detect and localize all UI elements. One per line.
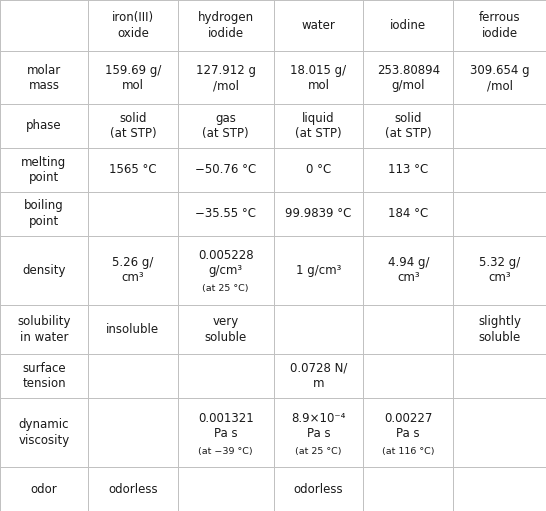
Text: 309.654 g
/mol: 309.654 g /mol bbox=[470, 63, 530, 92]
Text: 113 °C: 113 °C bbox=[388, 164, 429, 176]
Text: 253.80894
g/mol: 253.80894 g/mol bbox=[377, 63, 440, 92]
Text: 18.015 g/
mol: 18.015 g/ mol bbox=[290, 63, 347, 92]
Text: 0.001321
Pa s: 0.001321 Pa s bbox=[198, 411, 253, 440]
Text: (at −39 °C): (at −39 °C) bbox=[198, 447, 253, 456]
Text: surface
tension: surface tension bbox=[22, 362, 66, 390]
Text: 1565 °C: 1565 °C bbox=[109, 164, 157, 176]
Text: solubility
in water: solubility in water bbox=[17, 315, 71, 344]
Text: solid
(at STP): solid (at STP) bbox=[110, 112, 156, 140]
Text: 127.912 g
/mol: 127.912 g /mol bbox=[195, 63, 256, 92]
Text: odorless: odorless bbox=[108, 482, 158, 496]
Text: molar
mass: molar mass bbox=[27, 63, 61, 92]
Text: (at 116 °C): (at 116 °C) bbox=[382, 447, 435, 456]
Text: very
soluble: very soluble bbox=[205, 315, 247, 344]
Text: 5.32 g/
cm³: 5.32 g/ cm³ bbox=[479, 256, 520, 284]
Text: phase: phase bbox=[26, 120, 62, 132]
Text: density: density bbox=[22, 264, 66, 276]
Text: 0 °C: 0 °C bbox=[306, 164, 331, 176]
Text: iron(III)
oxide: iron(III) oxide bbox=[112, 11, 154, 40]
Text: 5.26 g/
cm³: 5.26 g/ cm³ bbox=[112, 256, 153, 284]
Text: 0.005228
g/cm³: 0.005228 g/cm³ bbox=[198, 249, 253, 277]
Text: insoluble: insoluble bbox=[106, 323, 159, 336]
Text: 0.00227
Pa s: 0.00227 Pa s bbox=[384, 411, 432, 440]
Text: 159.69 g/
mol: 159.69 g/ mol bbox=[105, 63, 161, 92]
Text: (at 25 °C): (at 25 °C) bbox=[203, 284, 249, 293]
Text: (at 25 °C): (at 25 °C) bbox=[295, 447, 342, 456]
Text: dynamic
viscosity: dynamic viscosity bbox=[19, 419, 69, 447]
Text: 184 °C: 184 °C bbox=[388, 207, 429, 220]
Text: gas
(at STP): gas (at STP) bbox=[203, 112, 249, 140]
Text: −35.55 °C: −35.55 °C bbox=[195, 207, 256, 220]
Text: 1 g/cm³: 1 g/cm³ bbox=[296, 264, 341, 276]
Text: slightly
soluble: slightly soluble bbox=[478, 315, 521, 344]
Text: solid
(at STP): solid (at STP) bbox=[385, 112, 431, 140]
Text: 99.9839 °C: 99.9839 °C bbox=[286, 207, 352, 220]
Text: melting
point: melting point bbox=[21, 155, 67, 184]
Text: 4.94 g/
cm³: 4.94 g/ cm³ bbox=[388, 256, 429, 284]
Text: hydrogen
iodide: hydrogen iodide bbox=[198, 11, 254, 40]
Text: 0.0728 N/
m: 0.0728 N/ m bbox=[290, 362, 347, 390]
Text: liquid
(at STP): liquid (at STP) bbox=[295, 112, 342, 140]
Text: ferrous
iodide: ferrous iodide bbox=[479, 11, 520, 40]
Text: 8.9×10⁻⁴
Pa s: 8.9×10⁻⁴ Pa s bbox=[292, 411, 346, 440]
Text: water: water bbox=[301, 19, 335, 32]
Text: odor: odor bbox=[31, 482, 57, 496]
Text: iodine: iodine bbox=[390, 19, 426, 32]
Text: boiling
point: boiling point bbox=[24, 199, 64, 228]
Text: odorless: odorless bbox=[294, 482, 343, 496]
Text: −50.76 °C: −50.76 °C bbox=[195, 164, 256, 176]
